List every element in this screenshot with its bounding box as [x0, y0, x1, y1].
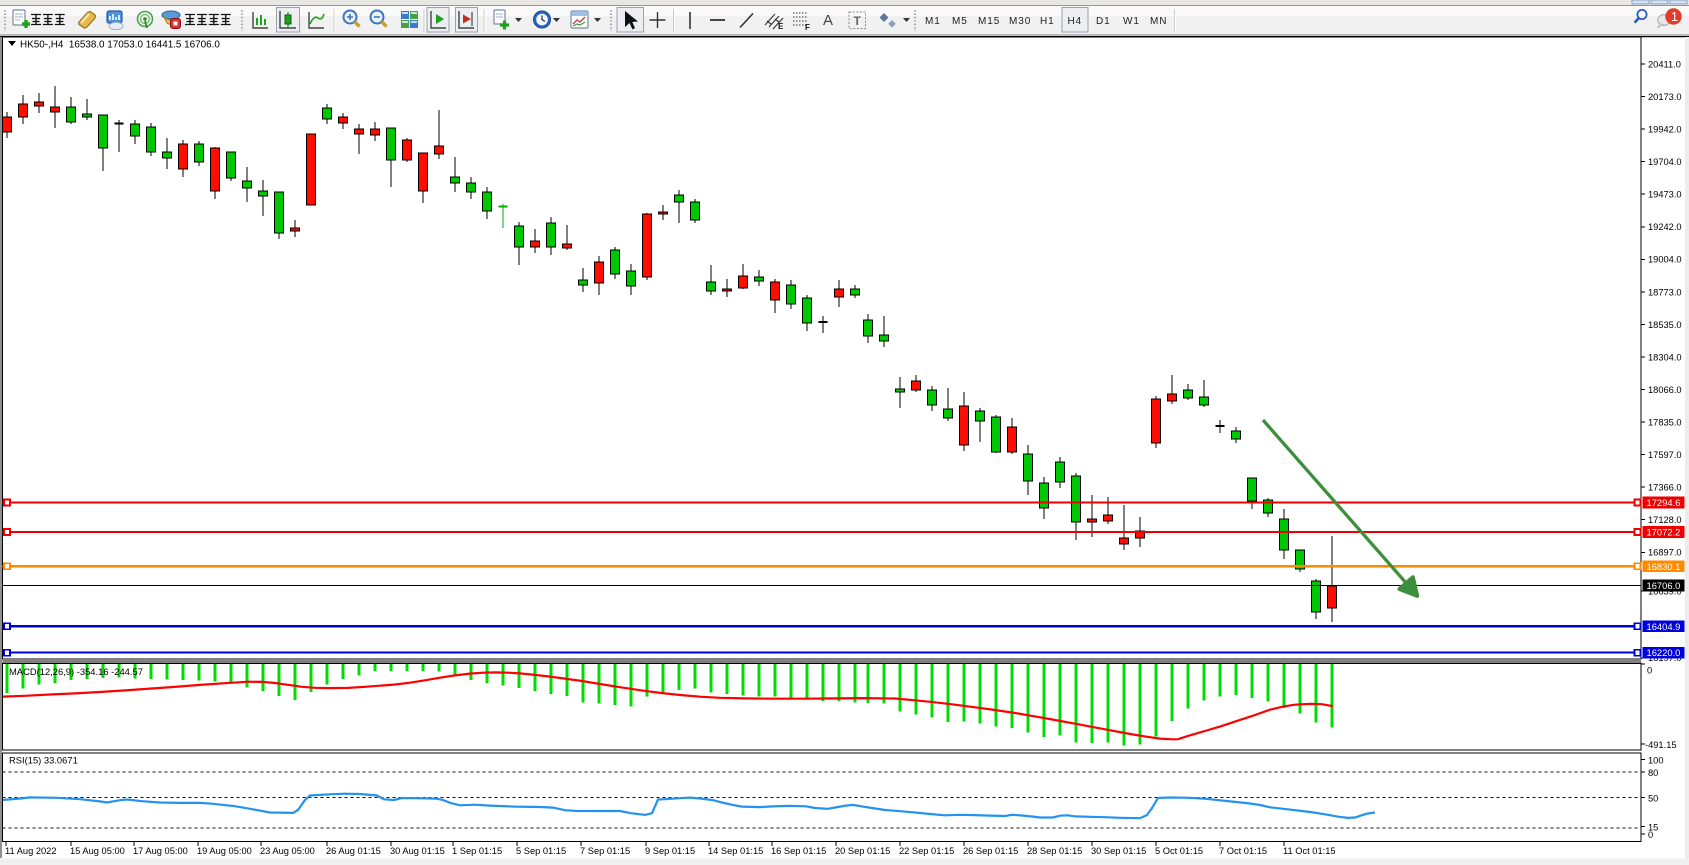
- svg-text:80: 80: [1648, 768, 1658, 778]
- svg-text:11 Aug 2022: 11 Aug 2022: [5, 846, 57, 856]
- svg-text:9 Sep 01:15: 9 Sep 01:15: [645, 846, 695, 856]
- svg-text:28 Sep 01:15: 28 Sep 01:15: [1027, 846, 1082, 856]
- svg-text:0: 0: [1647, 666, 1652, 676]
- svg-text:26 Sep 01:15: 26 Sep 01:15: [963, 846, 1018, 856]
- svg-text:18066.0: 18066.0: [1648, 385, 1682, 395]
- svg-text:MN: MN: [1150, 16, 1167, 27]
- svg-text:20173.0: 20173.0: [1648, 92, 1682, 102]
- svg-text:16404.9: 16404.9: [1647, 621, 1681, 632]
- svg-text:16830.1: 16830.1: [1647, 561, 1681, 572]
- svg-text:16897.0: 16897.0: [1648, 548, 1682, 558]
- svg-text:15 Aug 05:00: 15 Aug 05:00: [70, 846, 125, 856]
- svg-text:16706.0: 16706.0: [1647, 580, 1681, 591]
- svg-text:19004.0: 19004.0: [1648, 255, 1682, 265]
- svg-text:17835.0: 17835.0: [1648, 418, 1682, 428]
- svg-text:17128.0: 17128.0: [1648, 515, 1682, 525]
- svg-text:19473.0: 19473.0: [1648, 190, 1682, 200]
- svg-text:26 Aug 01:15: 26 Aug 01:15: [326, 846, 381, 856]
- svg-text:16220.0: 16220.0: [1647, 647, 1681, 658]
- svg-text:7 Sep 01:15: 7 Sep 01:15: [580, 846, 630, 856]
- svg-text:5 Oct 01:15: 5 Oct 01:15: [1155, 846, 1203, 856]
- svg-text:17597.0: 17597.0: [1648, 450, 1682, 460]
- svg-text:D1: D1: [1096, 16, 1111, 27]
- svg-text:17072.2: 17072.2: [1647, 527, 1681, 538]
- svg-text:22 Sep 01:15: 22 Sep 01:15: [899, 846, 954, 856]
- svg-text:M5: M5: [952, 16, 968, 27]
- svg-text:F: F: [805, 23, 810, 32]
- svg-text:19 Aug 05:00: 19 Aug 05:00: [197, 846, 252, 856]
- svg-text:50: 50: [1648, 793, 1658, 803]
- svg-text:17294.6: 17294.6: [1647, 497, 1681, 508]
- svg-text:-491.15: -491.15: [1645, 740, 1677, 750]
- svg-text:A: A: [823, 12, 833, 29]
- svg-text:16 Sep 01:15: 16 Sep 01:15: [771, 846, 826, 856]
- svg-text:19942.0: 19942.0: [1648, 125, 1682, 135]
- svg-text:T: T: [854, 14, 862, 28]
- svg-text:7 Oct 01:15: 7 Oct 01:15: [1219, 846, 1267, 856]
- svg-text:18535.0: 18535.0: [1648, 320, 1682, 330]
- svg-text:20411.0: 20411.0: [1648, 59, 1681, 69]
- svg-text:E: E: [778, 22, 784, 31]
- svg-text:M1: M1: [925, 16, 941, 27]
- svg-text:15: 15: [1648, 823, 1658, 833]
- svg-text:19704.0: 19704.0: [1648, 157, 1682, 167]
- svg-text:HK50-,H4 16538.0 17053.0 1644: HK50-,H4 16538.0 17053.0 16441.5 16706.0: [20, 40, 220, 51]
- svg-text:17366.0: 17366.0: [1648, 483, 1682, 493]
- svg-text:MACD(12,26,9) -354.16 -244.57: MACD(12,26,9) -354.16 -244.57: [9, 666, 143, 677]
- svg-text:H1: H1: [1040, 16, 1055, 27]
- svg-text:1: 1: [1671, 10, 1678, 24]
- svg-text:14 Sep 01:15: 14 Sep 01:15: [708, 846, 763, 856]
- svg-text:18304.0: 18304.0: [1648, 352, 1682, 362]
- svg-text:1 Sep 01:15: 1 Sep 01:15: [452, 846, 502, 856]
- svg-text:5 Sep 01:15: 5 Sep 01:15: [516, 846, 566, 856]
- svg-text:30 Sep 01:15: 30 Sep 01:15: [1091, 846, 1146, 856]
- svg-text:0: 0: [1648, 830, 1653, 840]
- svg-text:11 Oct 01:15: 11 Oct 01:15: [1283, 846, 1336, 856]
- svg-text:18773.0: 18773.0: [1648, 287, 1682, 297]
- svg-text:20 Sep 01:15: 20 Sep 01:15: [835, 846, 890, 856]
- svg-text:H4: H4: [1068, 16, 1083, 27]
- svg-text:30 Aug 01:15: 30 Aug 01:15: [390, 846, 445, 856]
- svg-text:RSI(15) 33.0671: RSI(15) 33.0671: [9, 754, 78, 765]
- svg-text:16659.0: 16659.0: [1648, 587, 1682, 597]
- svg-text:23 Aug 05:00: 23 Aug 05:00: [260, 846, 315, 856]
- svg-text:M15: M15: [978, 16, 1000, 27]
- svg-text:M30: M30: [1009, 16, 1031, 27]
- svg-text:19242.0: 19242.0: [1648, 222, 1682, 232]
- svg-text:17 Aug 05:00: 17 Aug 05:00: [133, 846, 188, 856]
- svg-text:100: 100: [1648, 756, 1664, 766]
- svg-text:W1: W1: [1123, 16, 1140, 27]
